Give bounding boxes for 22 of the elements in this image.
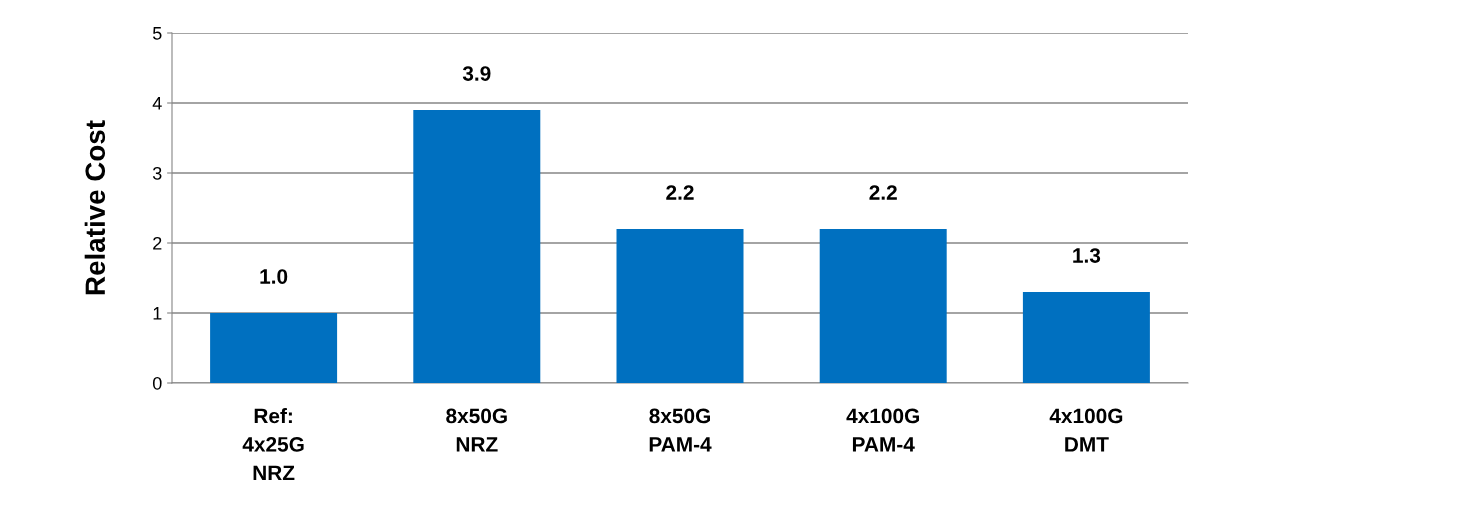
y-tick-label: 1 xyxy=(153,307,162,320)
data-label: 3.9 xyxy=(462,66,491,81)
y-tick-label: 4 xyxy=(152,97,162,110)
y-tick-label: 2 xyxy=(153,236,162,250)
data-label: 1.0 xyxy=(260,269,288,284)
y-tick-label: 0 xyxy=(152,376,162,390)
x-tick-label: Ref: 4x25G NRZ xyxy=(242,408,304,481)
x-tick-label: 4x100G DMT xyxy=(1049,408,1123,452)
y-tick-label: 5 xyxy=(152,27,162,40)
bar xyxy=(819,229,947,383)
bar xyxy=(1022,292,1150,383)
data-label: 1.3 xyxy=(1073,248,1101,263)
bar xyxy=(210,313,338,383)
x-tick-label: 8x50G PAM-4 xyxy=(649,408,712,452)
x-tick-label: 8x50G NRZ xyxy=(446,408,507,452)
data-label: 2.2 xyxy=(666,185,694,200)
data-label: 2.2 xyxy=(869,185,897,200)
y-axis-title: Relative Cost xyxy=(84,120,106,295)
x-tick-label: 4x100G PAM-4 xyxy=(846,408,919,452)
bar xyxy=(413,110,541,383)
y-tick-label: 3 xyxy=(152,166,162,180)
bar xyxy=(616,229,744,383)
